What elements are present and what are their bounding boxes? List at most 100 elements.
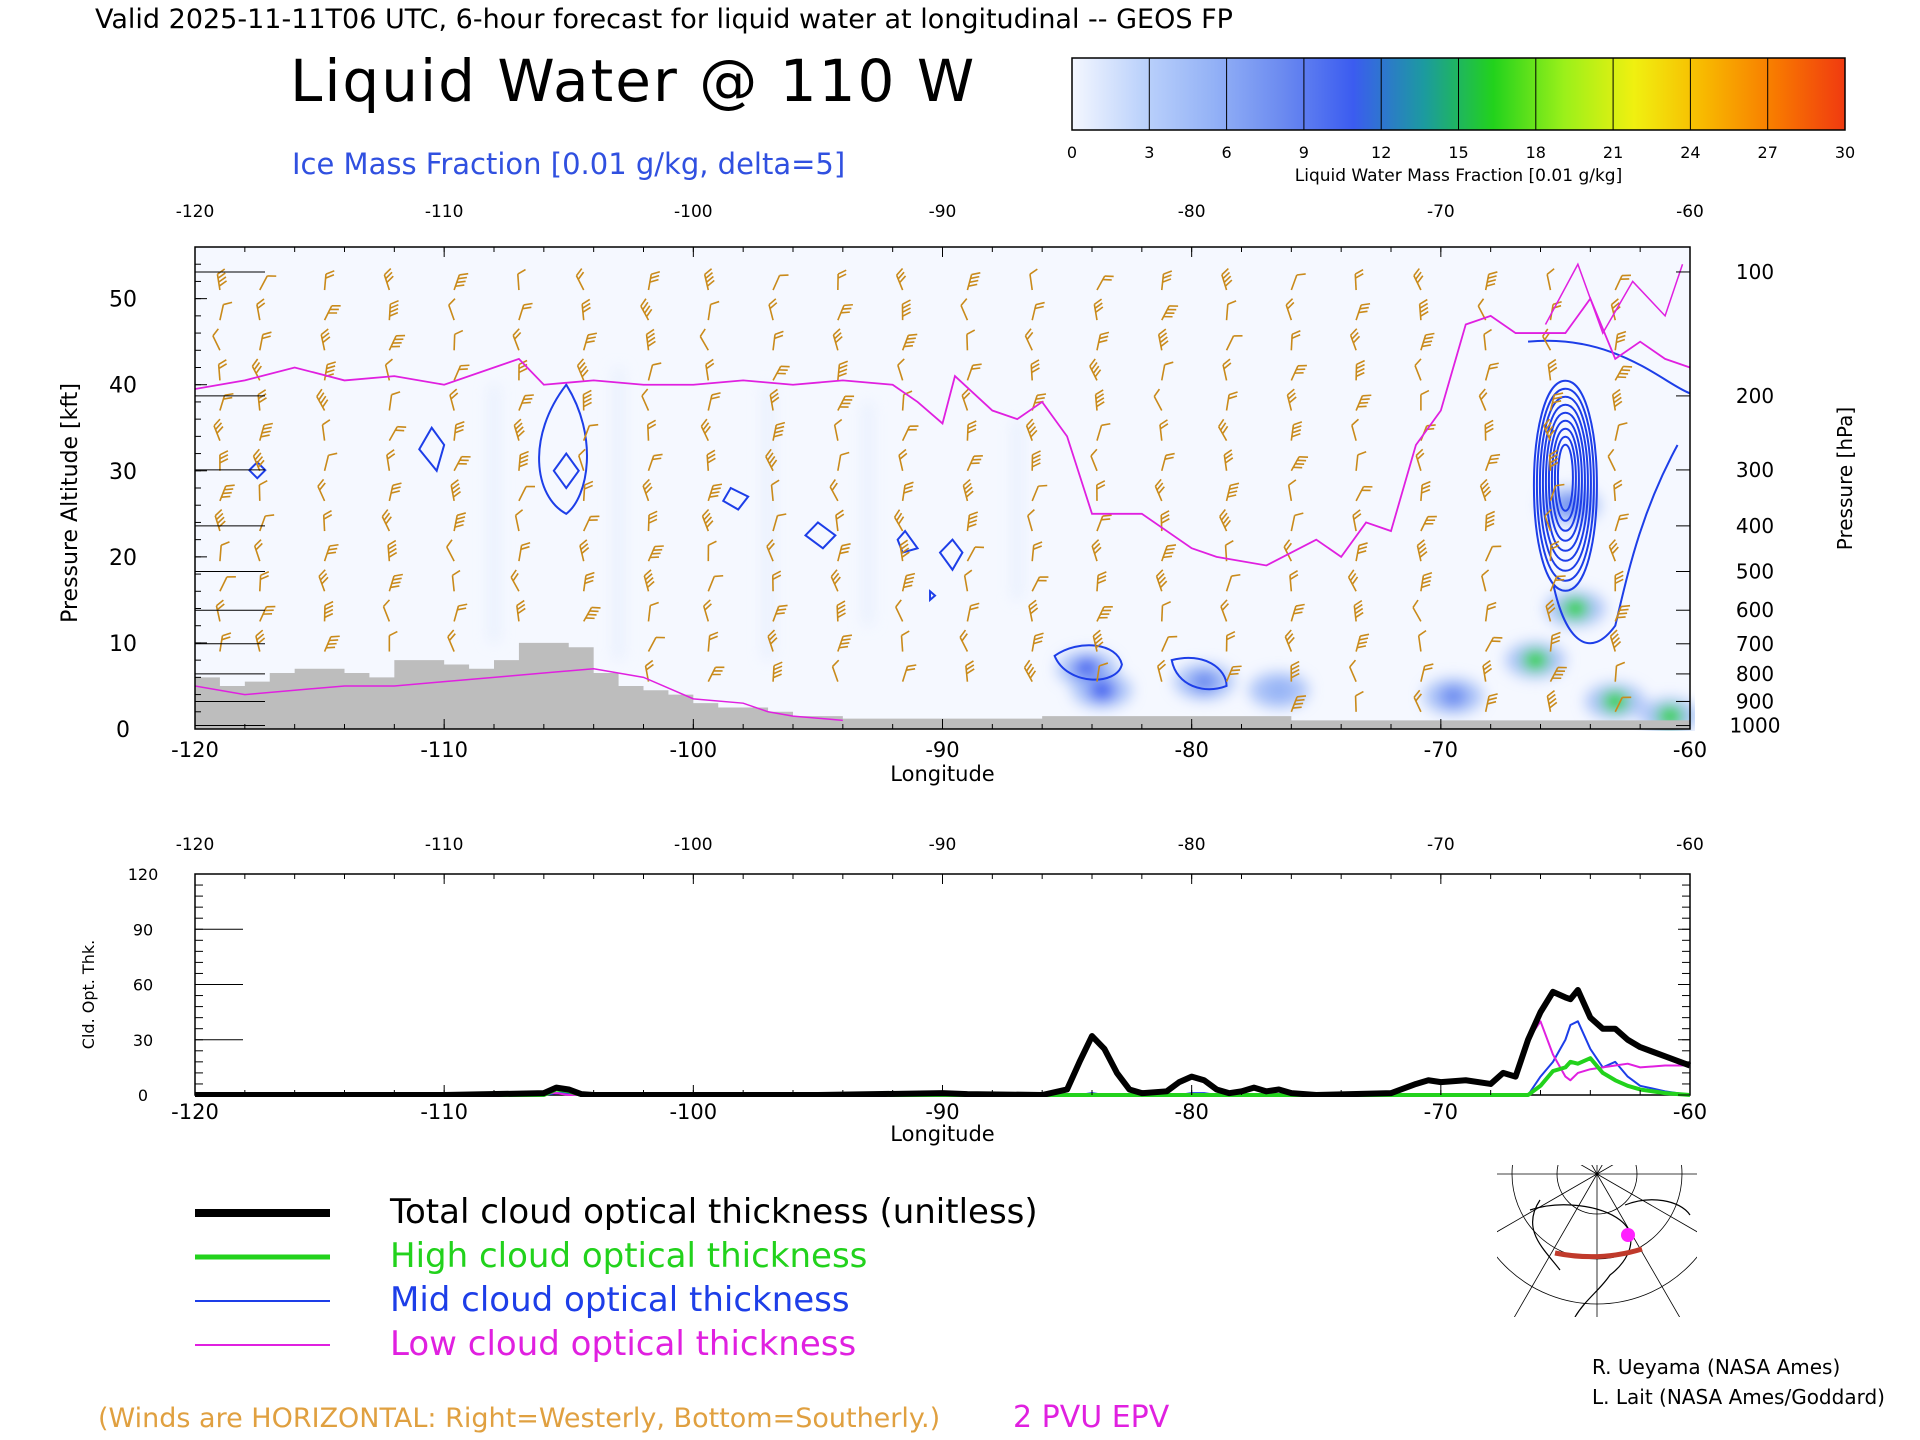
wind-barb-shaft bbox=[966, 365, 974, 381]
wind-barb-flag bbox=[1167, 544, 1177, 547]
wind-barb-flag bbox=[1224, 453, 1233, 460]
wind-barb-shaft bbox=[1027, 515, 1033, 532]
wind-barb-shaft bbox=[707, 485, 714, 502]
wind-barb-flag bbox=[1161, 518, 1170, 524]
ice-contour-storm bbox=[1556, 443, 1574, 512]
wind-barb bbox=[837, 634, 853, 652]
wind-barb-flag bbox=[778, 369, 788, 371]
wind-barb-flag bbox=[836, 600, 846, 607]
wind-barb-flag bbox=[967, 523, 977, 528]
wind-barb-flag bbox=[1099, 662, 1109, 667]
wind-barb bbox=[1420, 515, 1437, 532]
wind-barb bbox=[966, 546, 985, 562]
wind-barb-flag bbox=[1354, 607, 1364, 615]
wind-barb-shaft bbox=[1286, 394, 1293, 411]
wind-barb bbox=[1354, 268, 1364, 291]
wind-barb-shaft bbox=[1161, 305, 1170, 321]
wind-barb bbox=[1225, 391, 1238, 411]
wind-barb-flag bbox=[774, 429, 784, 434]
wind-barb-flag bbox=[962, 478, 971, 487]
wind-barb-flag bbox=[326, 365, 336, 370]
wind-barb-flag bbox=[702, 422, 710, 431]
wind-barb-shaft bbox=[1484, 605, 1489, 622]
wind-barb-flag bbox=[704, 268, 713, 276]
wind-barb-flag bbox=[1164, 361, 1174, 366]
wind-barb-flag bbox=[327, 642, 337, 645]
wind-barb-flag bbox=[1483, 663, 1492, 671]
wind-barb-shaft bbox=[1614, 275, 1623, 291]
wind-barb-flag bbox=[1480, 392, 1488, 401]
x-tick-label: -90 bbox=[925, 738, 959, 762]
wind-barb-flag bbox=[961, 388, 970, 396]
wind-barb-flag bbox=[1357, 450, 1367, 456]
wind-barb bbox=[707, 483, 723, 502]
wind-barb-flag bbox=[1360, 398, 1370, 401]
wind-barb-flag bbox=[330, 635, 340, 638]
wind-barb-flag bbox=[651, 552, 661, 555]
wind-barb-flag bbox=[1549, 701, 1558, 709]
wind-barb-flag bbox=[518, 367, 528, 374]
wind-barb-flag bbox=[1159, 336, 1168, 344]
wind-barb-shaft bbox=[316, 396, 326, 411]
wind-barb-flag bbox=[321, 399, 329, 408]
wind-barb-flag bbox=[455, 284, 465, 288]
wind-barb bbox=[766, 539, 775, 562]
wind-barb-shaft bbox=[772, 365, 782, 381]
wind-barb-flag bbox=[1359, 637, 1369, 641]
wind-barb-flag bbox=[1492, 545, 1502, 548]
wind-barb bbox=[388, 482, 402, 502]
wind-barb bbox=[510, 569, 520, 592]
wind-barb-shaft bbox=[647, 364, 654, 381]
y-axis-label: Pressure Altitude [kft] bbox=[58, 383, 83, 623]
wind-barb-flag bbox=[904, 481, 914, 486]
wind-barb bbox=[1484, 636, 1503, 652]
wind-barb-flag bbox=[968, 515, 978, 520]
wind-barb bbox=[1417, 629, 1427, 652]
wind-barb-flag bbox=[1226, 634, 1236, 641]
wind-barb-flag bbox=[1287, 392, 1296, 400]
wind-barb-flag bbox=[1422, 575, 1432, 581]
wind-barb-flag bbox=[1221, 425, 1229, 435]
wind-barb-shaft bbox=[959, 636, 969, 652]
wind-barb-shaft bbox=[966, 605, 972, 622]
wind-barb bbox=[582, 480, 594, 501]
wind-barb bbox=[1420, 480, 1431, 501]
wind-barb bbox=[705, 358, 715, 381]
wind-barb bbox=[772, 274, 789, 291]
wind-barb-shaft bbox=[258, 334, 264, 351]
wind-barb-flag bbox=[1480, 478, 1488, 487]
wind-barb-flag bbox=[1034, 636, 1044, 641]
wind-barb bbox=[837, 451, 850, 471]
wind-barb-flag bbox=[1618, 422, 1628, 426]
wind-barb-flag bbox=[316, 388, 323, 397]
wind-barb bbox=[1160, 601, 1171, 622]
wind-barb-flag bbox=[1294, 702, 1304, 706]
wind-barb bbox=[772, 661, 783, 682]
wind-barb-flag bbox=[1230, 482, 1240, 487]
wind-barb-flag bbox=[1617, 330, 1627, 336]
wind-barb-flag bbox=[772, 574, 782, 580]
wind-barb bbox=[213, 418, 224, 441]
wind-barb bbox=[258, 331, 272, 351]
wind-barb-flag bbox=[774, 330, 784, 336]
colorbar-tick-label: 21 bbox=[1603, 143, 1623, 162]
wind-barb-flag bbox=[766, 539, 774, 547]
wind-barb-flag bbox=[902, 307, 911, 313]
wind-barb bbox=[1290, 695, 1307, 713]
wind-barb-flag bbox=[1286, 388, 1295, 396]
wind-barb bbox=[772, 365, 790, 381]
wind-barb-flag bbox=[1030, 359, 1040, 366]
wind-barb bbox=[832, 328, 843, 351]
wind-barb-flag bbox=[766, 452, 774, 461]
wind-barb-flag bbox=[832, 572, 840, 581]
wind-barb-flag bbox=[320, 328, 329, 336]
wind-barb-shaft bbox=[1420, 575, 1425, 592]
map-meridian bbox=[1596, 1165, 1603, 1175]
wind-barb-flag bbox=[704, 516, 713, 525]
wind-barb-flag bbox=[1223, 362, 1232, 370]
wind-barb-flag bbox=[769, 388, 778, 396]
wind-barb-flag bbox=[518, 462, 528, 468]
wind-barb-flag bbox=[647, 419, 656, 426]
wind-barb-flag bbox=[1094, 369, 1102, 378]
wind-barb-flag bbox=[1292, 425, 1302, 430]
